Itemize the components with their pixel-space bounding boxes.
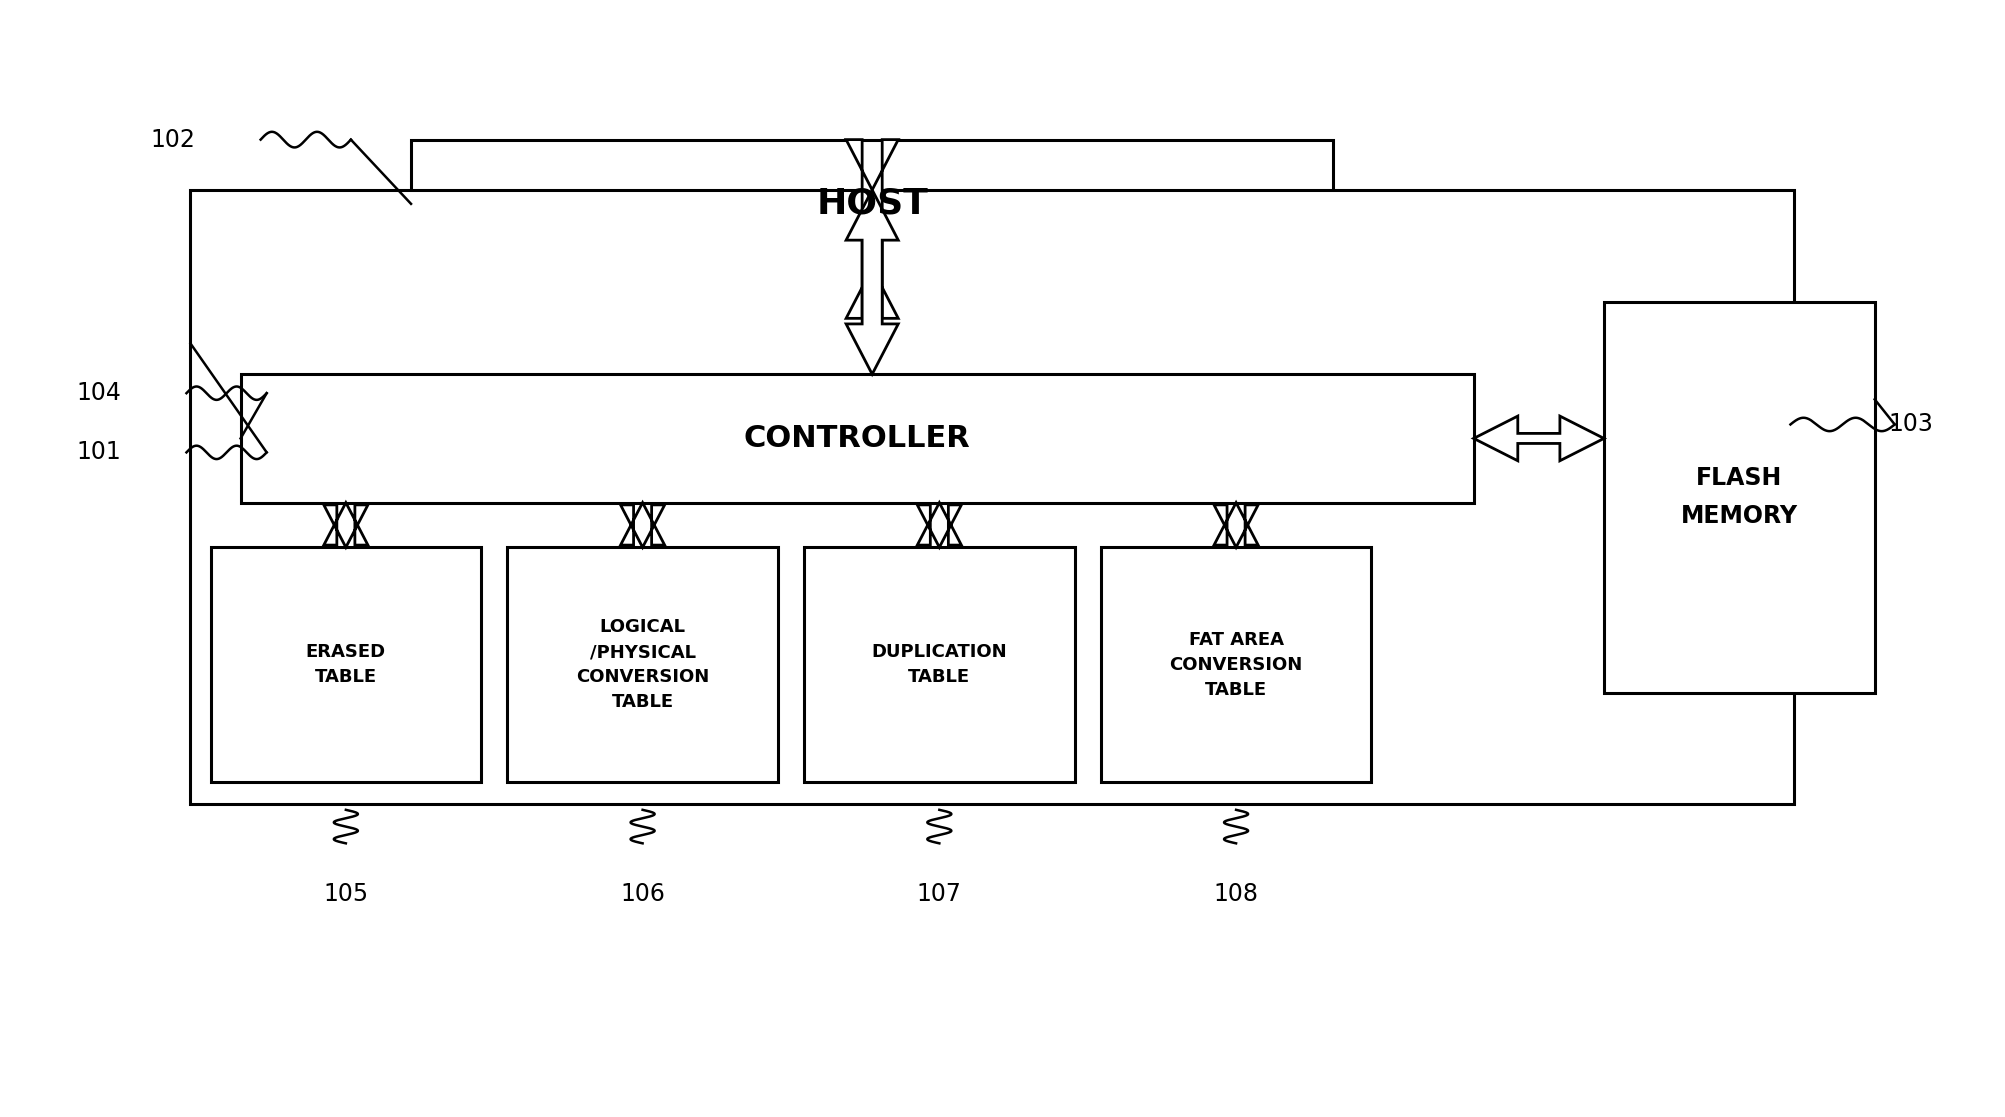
Text: 105: 105 bbox=[323, 882, 369, 906]
Text: DUPLICATION
TABLE: DUPLICATION TABLE bbox=[872, 643, 1007, 686]
Text: 106: 106 bbox=[620, 882, 666, 906]
Bar bbox=[804, 547, 1075, 782]
Text: 107: 107 bbox=[916, 882, 962, 906]
Text: HOST: HOST bbox=[816, 187, 928, 221]
Polygon shape bbox=[622, 503, 666, 547]
Polygon shape bbox=[1474, 416, 1604, 460]
Text: LOGICAL
/PHYSICAL
CONVERSION
TABLE: LOGICAL /PHYSICAL CONVERSION TABLE bbox=[575, 618, 710, 712]
Bar bbox=[507, 547, 778, 782]
Bar bbox=[211, 547, 481, 782]
Bar bbox=[411, 140, 1333, 268]
Bar bbox=[1604, 302, 1875, 693]
Text: ERASED
TABLE: ERASED TABLE bbox=[307, 643, 385, 686]
Polygon shape bbox=[846, 190, 898, 374]
Text: 104: 104 bbox=[76, 381, 120, 405]
Bar bbox=[241, 374, 1474, 503]
Polygon shape bbox=[846, 140, 898, 318]
Text: FAT AREA
CONVERSION
TABLE: FAT AREA CONVERSION TABLE bbox=[1169, 631, 1303, 698]
Polygon shape bbox=[323, 503, 369, 547]
Polygon shape bbox=[916, 503, 962, 547]
Text: 101: 101 bbox=[76, 440, 120, 465]
Text: FLASH
MEMORY: FLASH MEMORY bbox=[1680, 467, 1798, 527]
Text: 103: 103 bbox=[1889, 412, 1933, 437]
Bar bbox=[1101, 547, 1371, 782]
Text: CONTROLLER: CONTROLLER bbox=[744, 424, 970, 452]
Text: 108: 108 bbox=[1213, 882, 1259, 906]
Text: 102: 102 bbox=[150, 127, 194, 152]
Bar bbox=[190, 190, 1794, 804]
Polygon shape bbox=[1215, 503, 1259, 547]
